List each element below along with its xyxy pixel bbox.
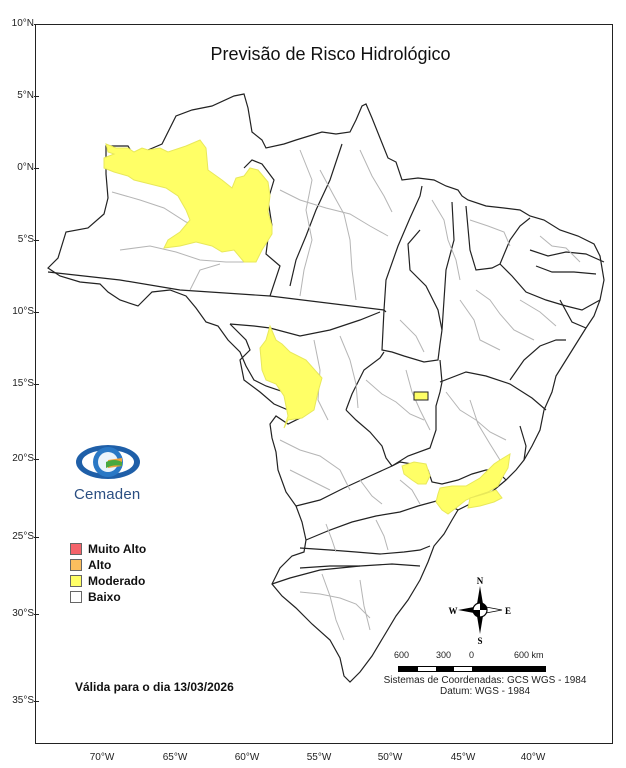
legend-label: Alto	[88, 558, 112, 572]
risk-region-rj-coast	[467, 489, 503, 509]
compass-rose-icon: N S W E	[449, 576, 512, 646]
longitude-tick: 60°W	[234, 752, 260, 763]
datum: Datum: WGS - 1984	[439, 686, 531, 697]
risk-region-mg-rj-sp	[435, 453, 511, 515]
scale-label-600-left: 600	[394, 650, 410, 660]
legend-swatch-moderado	[70, 575, 82, 587]
longitude-tick: 45°W	[450, 752, 476, 763]
legend-item-alto: Alto	[70, 557, 146, 573]
latitude-tick: 30°S	[0, 609, 39, 619]
latitude-tick: 25°S	[0, 532, 39, 542]
legend-item-moderado: Moderado	[70, 573, 146, 589]
latitude-tick: 5°N	[0, 91, 39, 101]
longitude-tick: 70°W	[89, 752, 115, 763]
legend-label: Baixo	[88, 590, 121, 604]
legend-swatch-muito-alto	[70, 543, 82, 555]
cemaden-logo-icon	[76, 445, 140, 479]
map-title: Previsão de Risco Hidrológico	[210, 44, 451, 64]
legend-swatch-baixo	[70, 591, 82, 603]
validity-date: Válida para o dia 13/03/2026	[75, 680, 234, 694]
latitude-tick: 5°S	[0, 235, 39, 245]
risk-region-goias	[413, 391, 429, 401]
coordinate-info: Sistemas de Coordenadas: GCS WGS - 1984 …	[370, 675, 600, 697]
latitude-tick: 0°N	[0, 163, 39, 173]
legend: Muito Alto Alto Moderado Baixo	[70, 541, 146, 605]
compass-w: W	[449, 606, 458, 616]
latitude-tick: 35°S	[0, 696, 39, 706]
longitude-tick: 55°W	[306, 752, 332, 763]
risk-region-sao-paulo	[401, 461, 431, 485]
legend-label: Muito Alto	[88, 542, 147, 556]
compass-e: E	[505, 606, 511, 616]
cemaden-logo-text: Cemaden	[74, 486, 141, 503]
scale-label-300: 300	[436, 650, 452, 660]
coordinate-system: Sistemas de Coordenadas: GCS WGS - 1984	[383, 675, 587, 686]
latitude-tick: 10°S	[0, 307, 39, 317]
latitude-tick: 20°S	[0, 454, 39, 464]
compass-n: N	[477, 576, 484, 586]
longitude-tick: 40°W	[520, 752, 546, 763]
scale-bar	[398, 666, 546, 672]
legend-label: Moderado	[88, 574, 146, 588]
moderado-regions	[103, 139, 511, 515]
scale-label-600-km: 600 km	[514, 650, 544, 660]
longitude-tick: 50°W	[377, 752, 403, 763]
legend-item-muito-alto: Muito Alto	[70, 541, 146, 557]
scale-label-0: 0	[469, 650, 475, 660]
longitude-tick: 65°W	[162, 752, 188, 763]
risk-region-amazonas	[103, 139, 273, 263]
compass-s: S	[477, 636, 482, 646]
latitude-tick: 10°N	[0, 19, 39, 29]
latitude-tick: 15°S	[0, 379, 39, 389]
risk-region-mato-grosso	[259, 324, 323, 429]
legend-item-baixo: Baixo	[70, 589, 146, 605]
legend-swatch-alto	[70, 559, 82, 571]
